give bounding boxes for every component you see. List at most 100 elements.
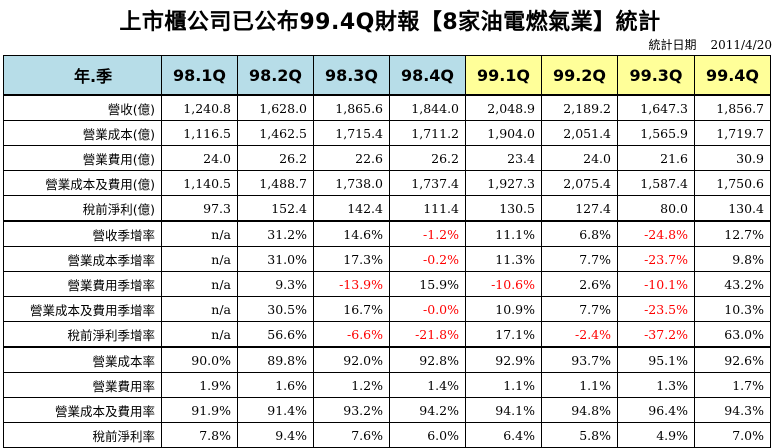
table-cell: 24.0 xyxy=(541,145,618,171)
table-cell: -24.8% xyxy=(617,220,695,247)
table-cell: 56.6% xyxy=(237,321,314,348)
table-cell: n/a xyxy=(161,321,238,348)
table-cell: 9.3% xyxy=(237,271,314,297)
table-cell: 94.3% xyxy=(694,397,771,423)
table-cell: 7.7% xyxy=(541,296,618,322)
header-quarter: 98.2Q xyxy=(237,55,314,96)
table-cell: 80.0 xyxy=(617,195,695,222)
page-title: 上市櫃公司已公布99.4Q財報【8家油電燃氣業】統計 xyxy=(119,10,661,35)
table-cell: 1,711.2 xyxy=(389,120,466,146)
table-cell: 92.0% xyxy=(313,346,390,373)
table-cell: 152.4 xyxy=(237,195,314,222)
table-row: 營收(億) 1,240.8 1,628.0 1,865.6 1,844.0 2,048.9… xyxy=(3,94,771,121)
table-cell: 1,628.0 xyxy=(237,94,314,121)
table-cell: 2,075.4 xyxy=(541,170,618,196)
table-cell: 10.9% xyxy=(465,296,542,322)
table-cell: 24.0 xyxy=(161,145,238,171)
table-cell: 94.1% xyxy=(465,397,542,423)
table-cell: 12.7% xyxy=(694,220,771,247)
header-quarter: 98.4Q xyxy=(389,55,466,96)
row-label: 營業費用率 xyxy=(3,372,162,398)
table-cell: 43.2% xyxy=(694,271,771,297)
table-row: 營業成本及費用季增率 n/a 30.5% 16.7% -0.0% 10.9% 7.7% -23… xyxy=(3,296,771,322)
table-cell: 93.7% xyxy=(541,346,618,373)
table-cell: 6.0% xyxy=(389,422,466,448)
table-cell: 142.4 xyxy=(313,195,390,222)
table-cell: 1,587.4 xyxy=(617,170,695,196)
table-cell: 4.9% xyxy=(617,422,695,448)
row-label: 營業成本及費用率 xyxy=(3,397,162,423)
table-cell: 1,865.6 xyxy=(313,94,390,121)
table-cell: 1.4% xyxy=(389,372,466,398)
row-label: 營業成本率 xyxy=(3,346,162,373)
table-cell: 94.2% xyxy=(389,397,466,423)
table-cell: 14.6% xyxy=(313,220,390,247)
table-cell: 17.1% xyxy=(465,321,542,348)
table-cell: 9.8% xyxy=(694,246,771,272)
table-cell: 1,488.7 xyxy=(237,170,314,196)
table-cell: 1,856.7 xyxy=(694,94,771,121)
table-cell: 30.9 xyxy=(694,145,771,171)
table-cell: 92.9% xyxy=(465,346,542,373)
table-cell: 96.4% xyxy=(617,397,695,423)
header-row: 年.季 98.1Q 98.2Q 98.3Q 98.4Q 99.1Q 99.2Q … xyxy=(3,55,771,96)
table-cell: 94.8% xyxy=(541,397,618,423)
table-row: 稅前淨利率 7.8% 9.4% 7.6% 6.0% 6.4% 5.8% 4.9% 7.0% xyxy=(3,422,771,448)
table-cell: 63.0% xyxy=(694,321,771,348)
table-cell: 11.3% xyxy=(465,246,542,272)
row-label: 營業成本季增率 xyxy=(3,246,162,272)
table-cell: 1,565.9 xyxy=(617,120,695,146)
table-cell: 92.8% xyxy=(389,346,466,373)
row-label: 稅前淨利率 xyxy=(3,422,162,448)
table-cell: 91.9% xyxy=(161,397,238,423)
table-cell: 93.2% xyxy=(313,397,390,423)
table-cell: 7.0% xyxy=(694,422,771,448)
table-cell: 7.8% xyxy=(161,422,238,448)
table-cell: 9.4% xyxy=(237,422,314,448)
stat-date: 統計日期 2011/4/20 xyxy=(648,36,772,53)
financial-table: 年.季 98.1Q 98.2Q 98.3Q 98.4Q 99.1Q 99.2Q … xyxy=(3,55,771,448)
header-quarter: 99.3Q xyxy=(617,55,695,96)
table-row: 營業成本率 90.0% 89.8% 92.0% 92.8% 92.9% 93.7% 95.1%… xyxy=(3,346,771,373)
table-cell: 130.4 xyxy=(694,195,771,222)
table-cell: 1,715.4 xyxy=(313,120,390,146)
table-cell: -10.1% xyxy=(617,271,695,297)
table-row: 營業成本季增率 n/a 31.0% 17.3% -0.2% 11.3% 7.7% -23.7%… xyxy=(3,246,771,272)
table-row: 營業費用(億) 24.0 26.2 22.6 26.2 23.4 24.0 21.6 30.9 xyxy=(3,145,771,171)
table-cell: 130.5 xyxy=(465,195,542,222)
table-cell: 1,904.0 xyxy=(465,120,542,146)
table-cell: 17.3% xyxy=(313,246,390,272)
table-cell: 1,116.5 xyxy=(161,120,238,146)
table-cell: 1.3% xyxy=(617,372,695,398)
table-cell: 1,737.4 xyxy=(389,170,466,196)
table-row: 營業成本及費用率 91.9% 91.4% 93.2% 94.2% 94.1% 94.8% 96… xyxy=(3,397,771,423)
table-cell: 1.1% xyxy=(465,372,542,398)
table-cell: 1,719.7 xyxy=(694,120,771,146)
table-cell: 5.8% xyxy=(541,422,618,448)
table-cell: -37.2% xyxy=(617,321,695,348)
table-cell: 7.6% xyxy=(313,422,390,448)
row-label: 營業費用季增率 xyxy=(3,271,162,297)
table-cell: n/a xyxy=(161,271,238,297)
table-cell: 1,240.8 xyxy=(161,94,238,121)
table-cell: 1.7% xyxy=(694,372,771,398)
table-row: 營業成本及費用(億) 1,140.5 1,488.7 1,738.0 1,737.4 1,… xyxy=(3,170,771,196)
table-row: 營業費用季增率 n/a 9.3% -13.9% 15.9% -10.6% 2.6% -10.1… xyxy=(3,271,771,297)
table-row: 營業費用率 1.9% 1.6% 1.2% 1.4% 1.1% 1.1% 1.3% 1.7% xyxy=(3,372,771,398)
row-label: 稅前淨利(億) xyxy=(3,195,162,222)
header-label: 年.季 xyxy=(3,55,162,96)
table-cell: -0.2% xyxy=(389,246,466,272)
header-quarter: 98.1Q xyxy=(161,55,238,96)
table-row: 營收季增率 n/a 31.2% 14.6% -1.2% 11.1% 6.8% -24.8% 12… xyxy=(3,220,771,247)
header-quarter: 99.1Q xyxy=(465,55,542,96)
table-cell: -10.6% xyxy=(465,271,542,297)
row-label: 營業成本及費用季增率 xyxy=(3,296,162,322)
row-label: 營業成本及費用(億) xyxy=(3,170,162,196)
table-cell: 1,738.0 xyxy=(313,170,390,196)
table-cell: 2,048.9 xyxy=(465,94,542,121)
table-cell: 21.6 xyxy=(617,145,695,171)
table-cell: 1.6% xyxy=(237,372,314,398)
table-cell: 15.9% xyxy=(389,271,466,297)
table-cell: 95.1% xyxy=(617,346,695,373)
table-cell: 89.8% xyxy=(237,346,314,373)
